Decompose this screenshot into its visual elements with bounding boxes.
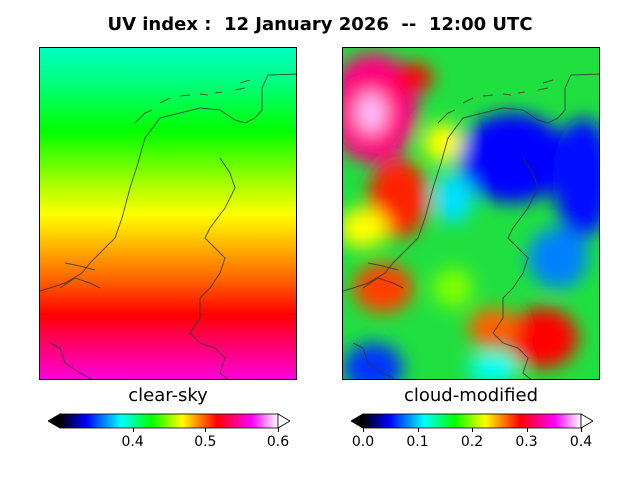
colorbar-tick-mark	[472, 428, 473, 432]
colorbar-tick-label: 0.4	[569, 434, 593, 450]
colorbar-tick-label: 0.2	[460, 434, 484, 450]
colorbar-tick-mark	[132, 428, 134, 432]
colorbar-tick-label: 0.3	[515, 434, 538, 450]
colorbar-tick-mark	[581, 428, 582, 432]
colorbar-tick-mark	[363, 428, 364, 432]
clear-sky-label: clear-sky	[128, 385, 208, 406]
cloud-modified-label: cloud-modified	[403, 385, 539, 406]
clear-sky-map	[39, 47, 297, 380]
clear-sky-colorbar	[47, 412, 291, 434]
colorbar-tick-label: 0.6	[266, 434, 290, 450]
colorbar-tick-label: 0.4	[121, 434, 144, 450]
cloud-modified-map	[342, 47, 600, 380]
colorbar-tick-label: 0.1	[406, 434, 429, 450]
colorbar-tick-mark	[278, 428, 279, 432]
colorbar-tick-mark	[526, 428, 528, 432]
colorbar-tick-label: 0.5	[194, 434, 217, 450]
colorbar-tick-label: 0.0	[351, 434, 375, 450]
page-title: UV index : 12 January 2026 -- 12:00 UTC	[107, 14, 533, 35]
colorbar-tick-mark	[205, 428, 207, 432]
colorbar-tick-mark	[417, 428, 419, 432]
cloud-modified-colorbar	[350, 412, 594, 434]
